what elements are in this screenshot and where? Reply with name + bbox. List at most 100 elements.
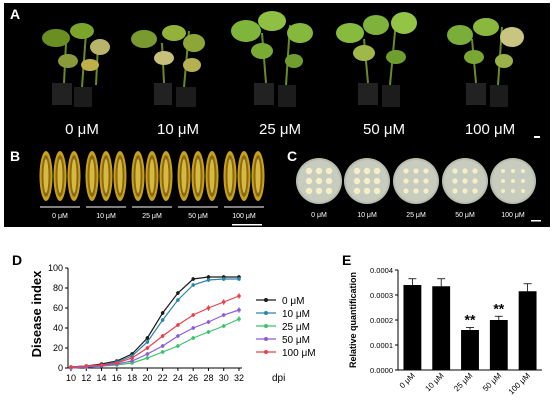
e-y-tick-label: 0.0004 xyxy=(370,266,393,275)
e-y-tick-label: 0.0000 xyxy=(370,366,393,375)
panel-a-label-0: 0 μM xyxy=(65,121,99,138)
colony-spot xyxy=(452,188,458,194)
colony-spot xyxy=(373,167,381,175)
d-data-point xyxy=(176,298,180,302)
d-y-tick-label: 60 xyxy=(53,303,63,313)
stem-section-core xyxy=(255,159,261,193)
panel-a-label-4: 100 μM xyxy=(465,121,515,138)
d-data-point xyxy=(206,275,211,279)
colony-spot xyxy=(521,179,525,183)
d-data-point xyxy=(191,326,195,330)
colony-spot xyxy=(511,179,515,183)
e-bar xyxy=(432,286,451,370)
d-data-point xyxy=(221,277,226,281)
scale-bar-a xyxy=(534,136,540,138)
d-data-point xyxy=(206,306,211,310)
d-data-point xyxy=(176,323,180,327)
stem-section-core xyxy=(103,159,109,193)
panel-c-label-2: 25 μM xyxy=(406,212,426,219)
panel-b-label-1: 10 μM xyxy=(96,213,116,220)
d-legend-marker xyxy=(264,311,268,315)
plant-group-3 xyxy=(336,12,417,107)
d-x-tick-label: 12 xyxy=(81,373,91,383)
stem-section-panel: 0 μM 10 μM 25 μM 50 μM 100 μM xyxy=(4,144,272,227)
plant-group-4 xyxy=(447,18,524,107)
stem-section-core xyxy=(57,159,63,193)
colony-spot xyxy=(423,168,429,174)
petri-dish-image: 0 μM 10 μM 25 μM 50 μM 100 μM xyxy=(296,158,541,222)
colony-spot xyxy=(501,179,505,183)
d-data-point xyxy=(237,294,241,298)
e-bar xyxy=(403,285,422,370)
e-category-label: 10 μM xyxy=(423,371,445,393)
d-data-point xyxy=(191,313,195,317)
d-data-point xyxy=(191,277,195,281)
d-data-point xyxy=(145,356,150,360)
d-legend-label: 10 μM xyxy=(282,309,310,320)
panel-a-label-1: 10 μM xyxy=(157,121,199,138)
stem-sections xyxy=(39,151,265,201)
d-data-point xyxy=(206,330,211,334)
d-data-point xyxy=(221,300,226,304)
colony-spot xyxy=(325,187,333,195)
d-y-axis-label: Disease index xyxy=(29,270,44,357)
colony-spot xyxy=(325,167,333,175)
d-x-tick-label: 22 xyxy=(158,373,168,383)
petri-dish-panel: 0 μM 10 μM 25 μM 50 μM 100 μM xyxy=(281,144,550,227)
panel-letter-e: E xyxy=(342,252,352,268)
colony-spot xyxy=(501,189,505,193)
scale-bar-b xyxy=(232,224,262,226)
d-data-point xyxy=(115,361,119,365)
e-bar xyxy=(489,320,508,370)
d-data-point xyxy=(145,352,150,356)
e-category-label: 0 μM xyxy=(398,371,417,390)
d-legend-label: 50 μM xyxy=(282,335,310,346)
e-significance-label: ** xyxy=(493,300,504,316)
d-data-point xyxy=(130,359,134,363)
colony-spot xyxy=(353,187,361,195)
panel-b-label-2: 25 μM xyxy=(142,213,162,220)
relative-quantification-chart: Relative quantification 0.0000 0.0001 0.00… xyxy=(348,266,542,396)
stem-section-core xyxy=(195,159,201,193)
d-data-point xyxy=(145,336,150,340)
colony-spot xyxy=(353,167,361,175)
colony-spot xyxy=(353,177,361,185)
colony-spot xyxy=(315,177,323,185)
e-category-label: 25 μM xyxy=(452,371,474,393)
panel-letter-b: B xyxy=(10,148,21,164)
stem-section-core xyxy=(163,159,169,193)
stem-section-core xyxy=(149,159,155,193)
d-data-point xyxy=(160,311,165,315)
stem-section-core xyxy=(135,159,141,193)
d-legend-marker xyxy=(264,350,268,354)
colony-spot xyxy=(305,167,313,175)
d-x-tick-label: 14 xyxy=(97,373,107,383)
d-x-axis-label: dpi xyxy=(272,373,285,384)
colony-spot xyxy=(462,188,468,194)
d-x-tick-label: 24 xyxy=(173,373,183,383)
panel-letter-a: A xyxy=(10,6,21,22)
d-data-point xyxy=(237,317,241,321)
d-data-point xyxy=(176,334,180,338)
colony-spot xyxy=(363,167,371,175)
d-y-tick-label: 100 xyxy=(48,263,63,273)
e-bar xyxy=(518,291,537,370)
d-data-point xyxy=(84,364,89,368)
d-legend-label: 0 μM xyxy=(282,296,304,307)
panel-a-label-3: 50 μM xyxy=(363,121,405,138)
colony-spot xyxy=(472,168,478,174)
stem-section-core xyxy=(209,159,215,193)
d-data-point xyxy=(99,363,104,367)
d-series-line xyxy=(70,309,240,369)
d-legend-label: 100 μM xyxy=(282,348,316,359)
panel-c-label-0: 0 μM xyxy=(311,212,327,219)
d-x-tick-label: 28 xyxy=(203,373,213,383)
panel-b-label-4: 100 μM xyxy=(232,213,256,220)
d-data-point xyxy=(176,291,180,295)
d-legend-marker xyxy=(264,298,268,302)
colony-spot xyxy=(452,178,458,184)
d-y-tick-label: 80 xyxy=(53,283,63,293)
d-y-tick-label: 40 xyxy=(53,323,63,333)
plant-group-2 xyxy=(231,11,313,107)
colony-spot xyxy=(325,177,333,185)
